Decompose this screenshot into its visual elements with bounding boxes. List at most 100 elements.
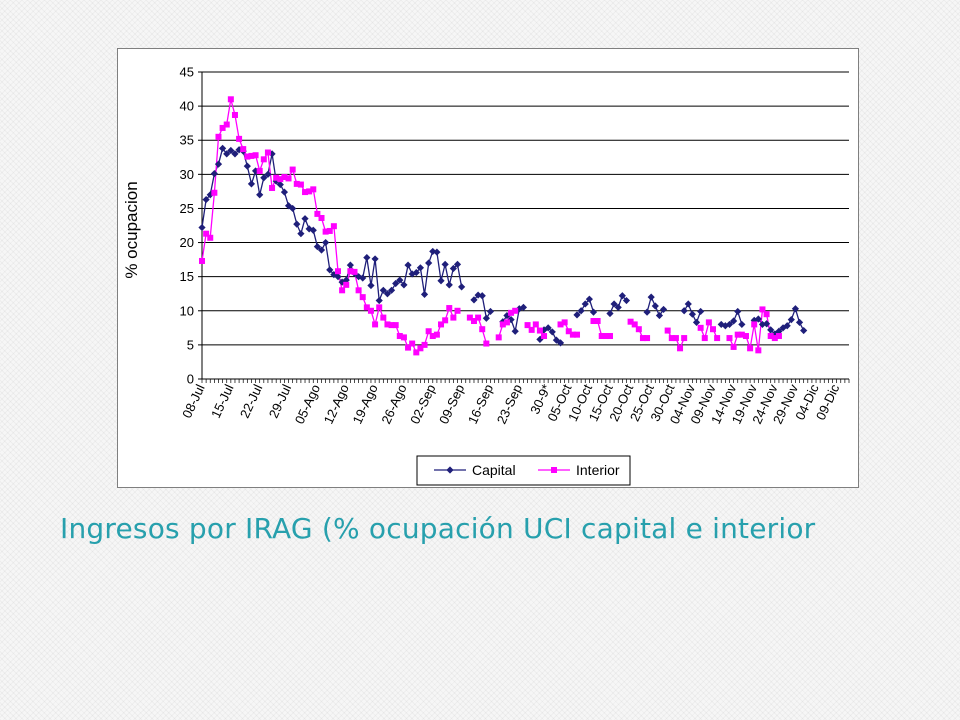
capital-data-point — [416, 264, 425, 272]
interior-data-point — [372, 321, 379, 328]
interior-data-point — [355, 287, 362, 294]
capital-data-point — [322, 238, 330, 247]
capital-data-point — [643, 308, 651, 316]
interior-data-point — [302, 189, 309, 196]
interior-data-point — [384, 321, 391, 328]
interior-data-point — [771, 335, 778, 342]
interior-data-point — [421, 341, 428, 348]
y-tick-label: 25 — [180, 201, 194, 216]
x-tick-label: 02-Sep — [407, 382, 438, 426]
capital-data-point — [573, 311, 581, 319]
interior-data-point — [363, 304, 370, 311]
legend-capital-label: Capital — [472, 462, 516, 478]
capital-data-point — [734, 307, 742, 316]
interior-data-point — [714, 335, 721, 342]
interior-data-point — [751, 321, 758, 328]
interior-data-point — [557, 321, 564, 328]
interior-data-point — [413, 349, 420, 356]
interior-data-point — [639, 335, 646, 342]
interior-data-point — [248, 152, 255, 159]
interior-data-point — [495, 334, 502, 341]
interior-data-point — [433, 331, 440, 338]
interior-data-point — [203, 230, 210, 237]
interior-data-point — [503, 319, 510, 326]
interior-data-point — [499, 321, 506, 328]
interior-data-point — [343, 281, 350, 288]
interior-data-point — [701, 335, 708, 342]
capital-data-point — [268, 150, 276, 158]
capital-data-point — [293, 220, 301, 228]
capital-data-point — [198, 223, 206, 232]
interior-data-point — [598, 333, 605, 340]
capital-data-point — [214, 160, 223, 168]
capital-data-point — [647, 293, 655, 301]
capital-data-point — [309, 226, 317, 234]
capital-data-point — [680, 307, 688, 315]
capital-data-point — [219, 144, 227, 153]
legend-interior-label: Interior — [576, 462, 620, 478]
y-tick-label: 20 — [180, 235, 194, 250]
capital-data-point — [210, 170, 218, 178]
capital-data-point — [346, 261, 354, 269]
capital-data-point — [445, 281, 453, 289]
interior-data-point — [763, 311, 770, 318]
interior-data-point — [475, 314, 482, 321]
interior-data-point — [347, 268, 354, 275]
capital-data-point — [697, 307, 705, 316]
legend-capital-marker — [446, 466, 454, 474]
capital-data-point — [449, 264, 457, 273]
y-tick-label: 35 — [180, 133, 194, 148]
interior-data-point — [396, 333, 403, 340]
interior-data-point — [405, 344, 412, 351]
x-tick-label: 15-Jul — [208, 382, 237, 421]
gridlines — [202, 71, 849, 380]
legend: Capital Interior — [416, 455, 631, 486]
x-tick-label: 16-Sep — [465, 382, 496, 426]
interior-data-point — [359, 294, 366, 301]
interior-data-point — [479, 326, 486, 333]
x-tick-label: 09-Sep — [436, 382, 467, 426]
interior-data-point — [561, 319, 568, 326]
interior-data-point — [231, 111, 238, 118]
capital-data-point — [750, 316, 758, 324]
interior-data-point — [710, 326, 717, 333]
capital-data-point — [651, 302, 659, 310]
interior-data-point — [429, 333, 436, 340]
capital-data-point — [367, 281, 375, 290]
capital-data-point — [429, 247, 437, 256]
interior-data-point — [334, 268, 341, 275]
interior-data-point — [730, 343, 737, 350]
interior-data-point — [635, 326, 642, 333]
x-tick-label: 29-Jul — [266, 382, 295, 421]
interior-data-point — [726, 335, 733, 342]
interior-data-point — [227, 96, 234, 103]
interior-data-point — [565, 328, 572, 335]
capital-data-point — [420, 290, 429, 299]
interior-data-point — [293, 180, 300, 187]
series-markers — [198, 96, 808, 356]
interior-data-point — [260, 156, 267, 163]
interior-data-point — [211, 189, 218, 196]
capital-data-point — [458, 283, 466, 291]
capital-data-point — [800, 326, 808, 335]
interior-data-point — [223, 121, 230, 128]
interior-data-point — [392, 322, 399, 329]
interior-data-point — [466, 314, 473, 321]
capital-data-point — [655, 311, 664, 320]
interior-data-point — [438, 321, 445, 328]
interior-data-point — [697, 324, 704, 331]
interior-data-point — [269, 184, 276, 191]
interior-data-point — [738, 331, 745, 338]
interior-data-point — [759, 306, 766, 313]
interior-data-point — [310, 186, 317, 193]
capital-data-point — [519, 303, 528, 311]
interior-data-point — [775, 333, 782, 340]
y-tick-label: 15 — [180, 269, 194, 284]
interior-data-point — [627, 318, 634, 325]
interior-data-point — [306, 188, 313, 195]
capital-data-point — [738, 320, 746, 329]
capital-data-point — [577, 307, 585, 315]
capital-data-point — [589, 308, 598, 316]
capital-data-point — [503, 311, 511, 320]
capital-data-point — [404, 261, 412, 269]
